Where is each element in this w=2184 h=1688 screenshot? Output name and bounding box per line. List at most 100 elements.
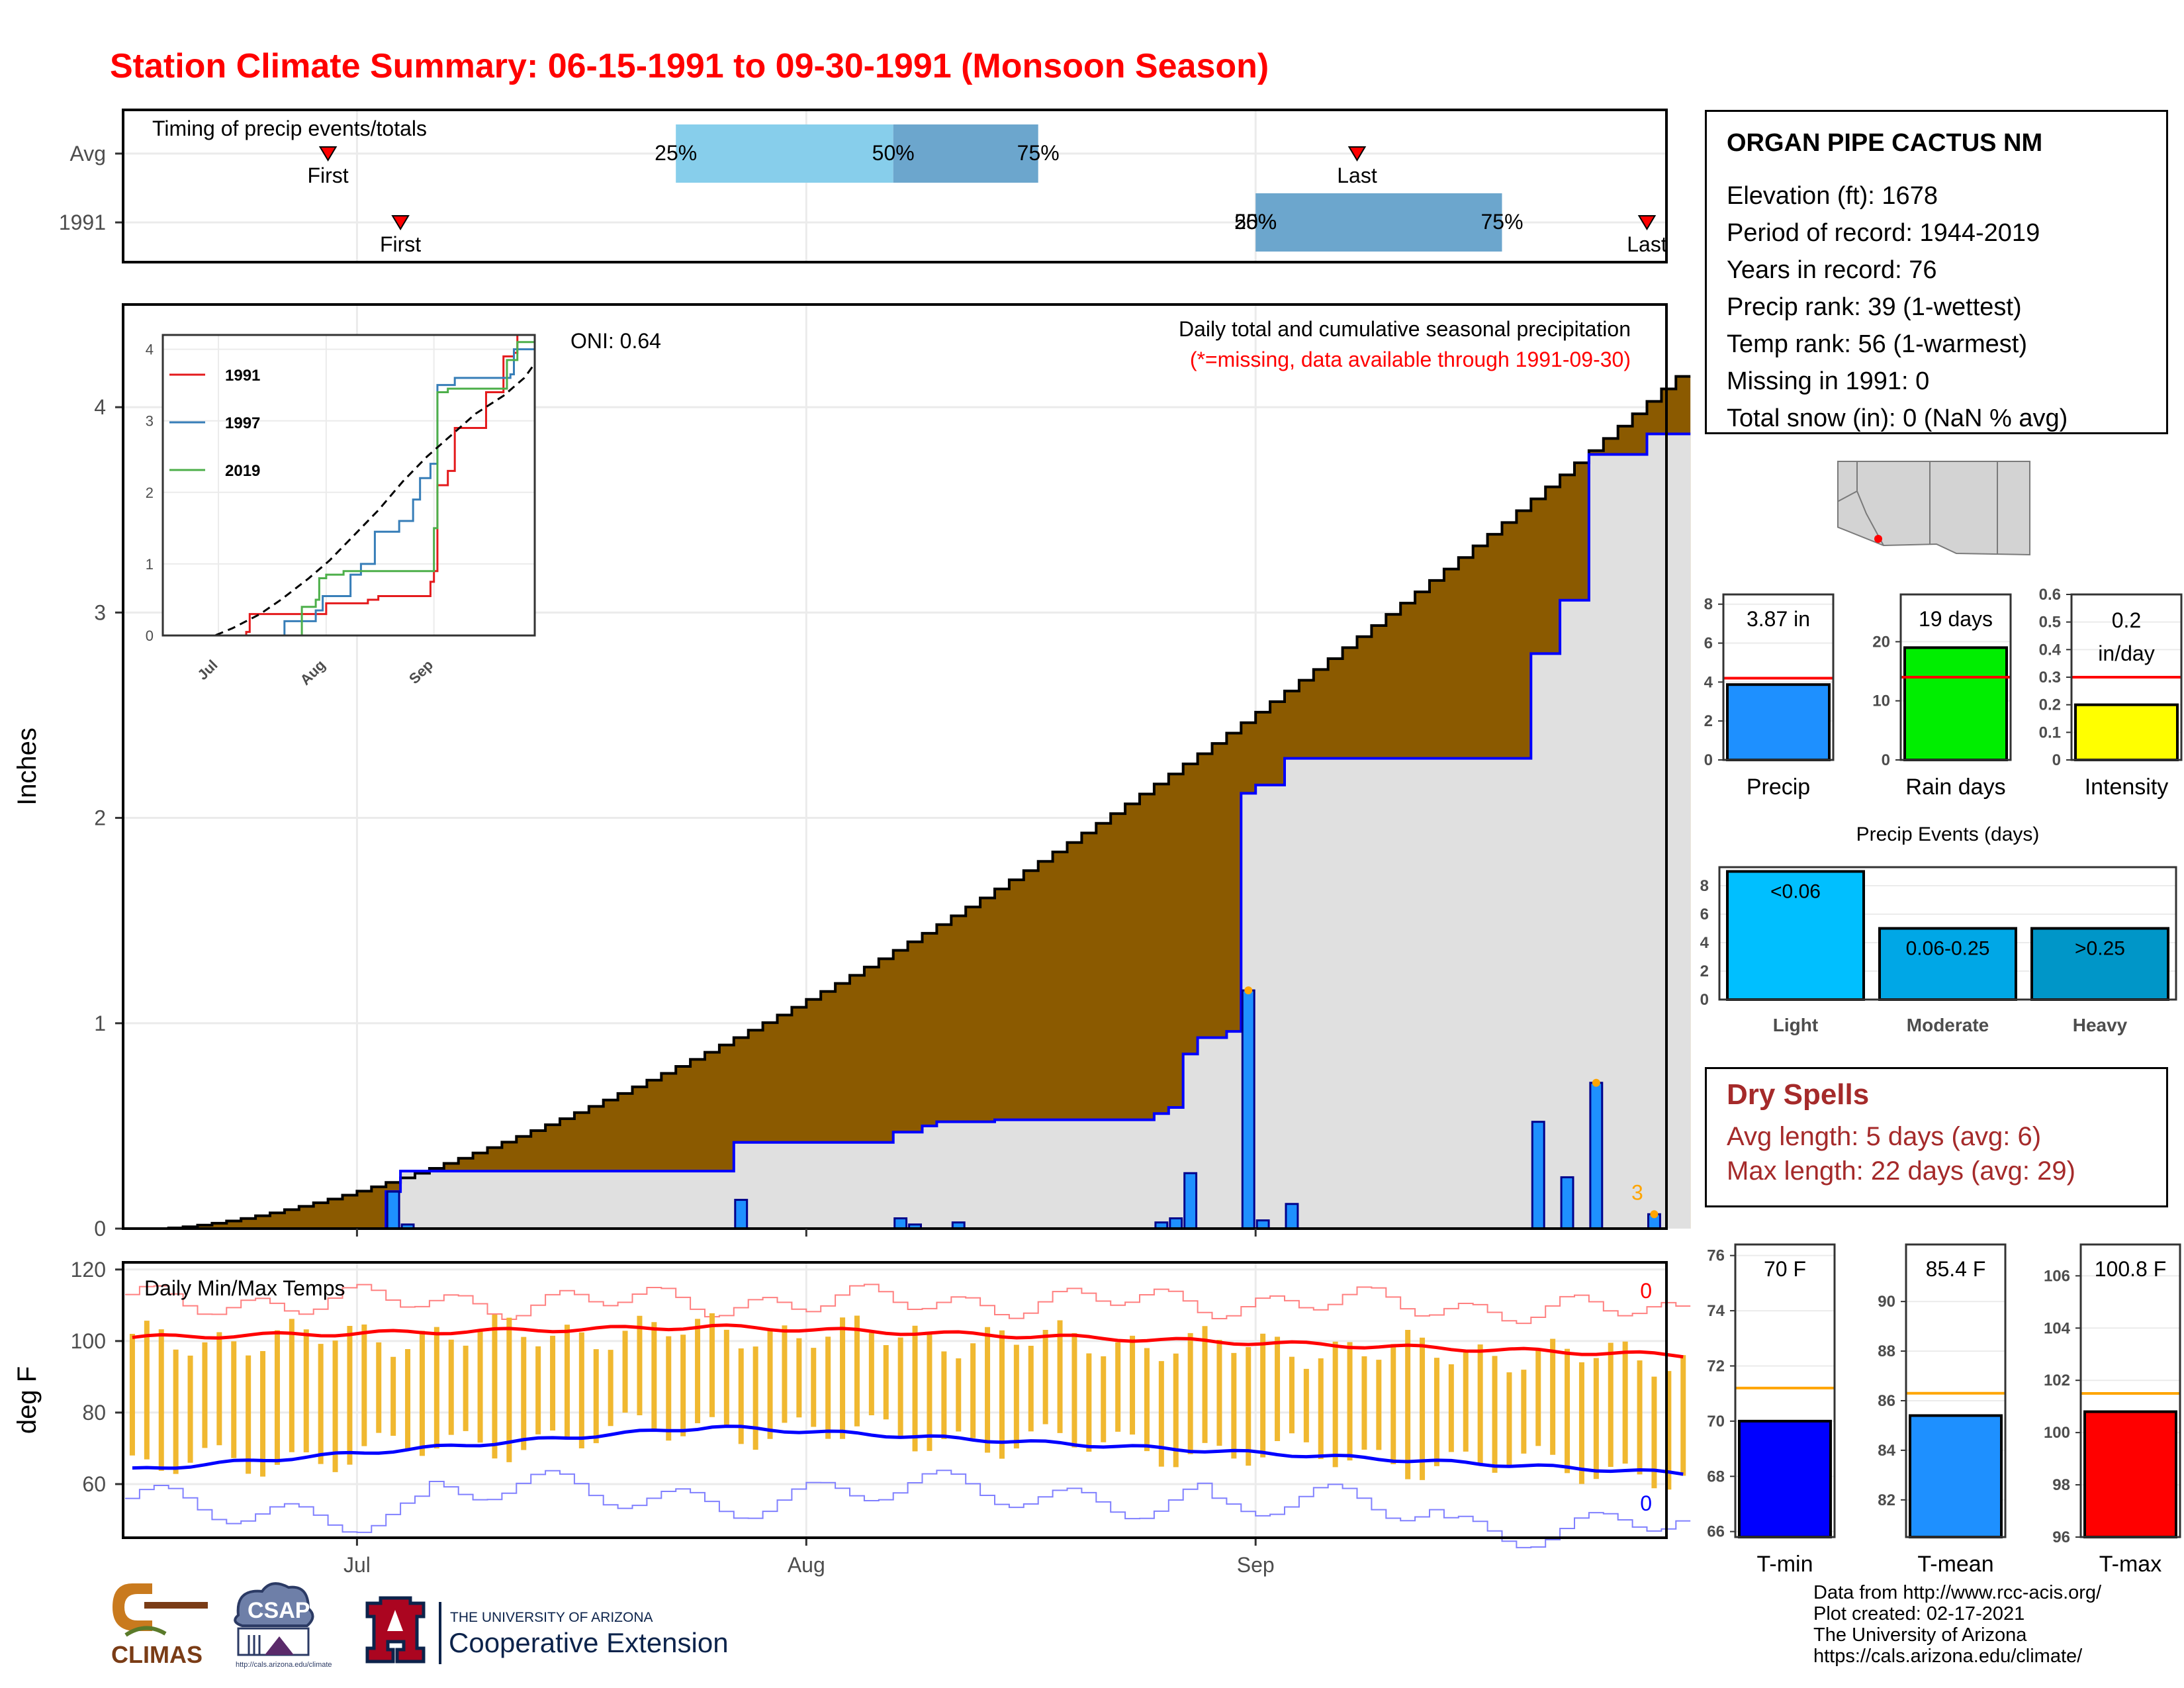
temp-summary-0-bar: [1738, 1419, 1832, 1538]
record-low-count: 0: [1640, 1491, 1652, 1515]
daily-precip-bar: [1531, 1121, 1545, 1230]
avg-min-temp-line: [132, 1425, 1684, 1476]
precip-summary-0-frame: [1722, 593, 1835, 761]
timing-label-q25: 25%: [655, 141, 697, 165]
temp-summary-2-value-label: 100.8 F: [2095, 1257, 2167, 1281]
events-ytick-label: 4: [1700, 934, 1709, 952]
precip-ylabel: Inches: [13, 727, 42, 806]
daily-precip-bar: [1560, 1176, 1574, 1230]
record-high-count: 0: [1640, 1279, 1652, 1303]
temps-ylabel: deg F: [13, 1366, 42, 1434]
locator-map: [1837, 461, 2030, 564]
temperature-chart: 60 80 100 120 Jul Aug Sep Daily Min/Max Temps 0 0…: [13, 1258, 1691, 1577]
timing-bar-q25-q50: [676, 124, 893, 183]
timing-label-q75: 75%: [1017, 141, 1060, 165]
precip-summary-2-ytick-label: 0.5: [2039, 614, 2061, 632]
station-snow: Total snow (in): 0 (NaN % avg): [1727, 404, 2068, 432]
temp-summary-0-ytick-label: 72: [1707, 1357, 1725, 1375]
station-missing: Missing in 1991: 0: [1727, 367, 1930, 395]
timing-row-label: 1991: [59, 211, 106, 234]
events-chart-title: Precip Events (days): [1856, 823, 2040, 845]
precip-summary-0-bar: [1726, 683, 1831, 761]
temps-xtick-label: Aug: [788, 1553, 825, 1577]
station-location-marker: [1874, 535, 1882, 543]
timing-title: Timing of precip events/totals: [152, 117, 427, 140]
temp-summary-1-ytick-label: 84: [1878, 1442, 1895, 1460]
temp-summary-1-bar: [1909, 1414, 2003, 1539]
temp-summary-1-ytick-label: 86: [1878, 1392, 1895, 1410]
precip-summary-0-ytick-label: 2: [1704, 712, 1713, 730]
record-low-line: [125, 1470, 1691, 1548]
credits: Data from http://www.rcc-acis.org/ Plot …: [1813, 1582, 2101, 1667]
precip-summary-0-ytick-label: 0: [1704, 751, 1713, 769]
ua-logo: THE UNIVERSITY OF ARIZONA Cooperative Ex…: [365, 1596, 729, 1664]
precip-summary-1-value-label: 19 days: [1919, 607, 1993, 631]
station-elevation: Elevation (ft): 1678: [1727, 182, 1938, 210]
logo-strip: CLIMAS CSAP http://cals.arizona.edu/clim…: [111, 1582, 729, 1669]
precip-summary-2-value-unit: in/day: [2098, 641, 2154, 665]
csap-logo-text: CSAP: [248, 1598, 310, 1623]
precip-summary-1-category-label: Rain days: [1905, 774, 2005, 800]
timing-marker-last: [1347, 146, 1367, 162]
temp-summary-2-ytick-label: 106: [2044, 1267, 2070, 1285]
temps-ytick-label: 80: [82, 1401, 106, 1425]
precipitation-chart: 0 1 2 3 4 3 Daily total and cumulative seasona…: [13, 303, 1691, 1238]
precip-summary-2-value-label: 0.2: [2112, 608, 2141, 632]
precip-summary-1-bar: [1903, 646, 2008, 761]
temp-summary-0-ytick-label: 68: [1707, 1468, 1725, 1485]
credit-url: https://cals.arizona.edu/climate/: [1813, 1646, 2083, 1667]
inset-series-line: [163, 341, 535, 637]
precip-summary-2-ytick-label: 0.4: [2039, 641, 2062, 659]
climas-logo: CLIMAS: [111, 1583, 208, 1668]
timing-marker-last: [1637, 215, 1657, 230]
precip-summary-1-ytick-label: 0: [1882, 751, 1890, 769]
timing-marker-first: [391, 215, 410, 230]
timing-label-first: First: [380, 232, 421, 256]
temp-summary-0-ytick-label: 76: [1707, 1247, 1725, 1265]
temp-summary-0-frame: [1734, 1243, 1836, 1538]
station-precip-rank: Precip rank: 39 (1-wettest): [1727, 293, 2022, 321]
timing-label-first: First: [307, 164, 348, 187]
inset-ytick-label: 0: [146, 628, 154, 644]
daily-max-marker: [1244, 986, 1253, 995]
events-ytick-label: 8: [1700, 877, 1709, 895]
precip-annotation: 3: [1631, 1181, 1643, 1205]
precip-summary-2-frame: [2070, 593, 2183, 761]
temp-summary-2-ytick-label: 100: [2044, 1424, 2070, 1442]
daily-precip-bar: [386, 1190, 400, 1230]
timing-marker-first: [318, 146, 338, 162]
timing-row-label: Avg: [69, 142, 106, 165]
daily-precip-bar: [734, 1199, 749, 1230]
events-ytick-label: 2: [1700, 962, 1709, 980]
temps-xtick-label: Sep: [1237, 1553, 1275, 1577]
precip-summary-1-ytick-label: 10: [1872, 692, 1890, 710]
timing-chart: Timing of precip events/totals Avg 25% 50% 7…: [59, 109, 1668, 263]
precip-summary-0-category-label: Precip: [1747, 774, 1810, 800]
station-temp-rank: Temp rank: 56 (1-warmest): [1727, 330, 2028, 358]
precip-ytick-label: 0: [94, 1217, 106, 1238]
inset-ytick-label: 3: [146, 413, 154, 430]
daily-precip-bar: [1285, 1203, 1299, 1230]
timing-bar-q50-q75: [1255, 193, 1502, 252]
station-name: ORGAN PIPE CACTUS NM: [1727, 129, 2043, 157]
dry-spells-max: Max length: 22 days (avg: 29): [1727, 1156, 2075, 1186]
events-ytick-label: 0: [1700, 991, 1709, 1009]
events-frame: [1718, 866, 2177, 1001]
temp-summary-0-ytick-label: 74: [1707, 1302, 1725, 1320]
precip-chart-subtitle: (*=missing, data available through 1991-…: [1190, 348, 1631, 371]
precip-summary-0-ytick-label: 8: [1704, 596, 1713, 614]
precip-summary-2-category-label: Intensity: [2085, 774, 2169, 800]
events-bar-label: <0.06: [1770, 880, 1821, 902]
dry-spells-avg: Avg length: 5 days (avg: 6): [1727, 1122, 2042, 1151]
temps-chart-title: Daily Min/Max Temps: [144, 1276, 345, 1300]
timing-label-q75: 75%: [1480, 210, 1523, 234]
credit-plot-created: Plot created: 02-17-2021: [1813, 1603, 2025, 1624]
daily-precip-bar: [1169, 1217, 1183, 1230]
timing-label-q25: 25%: [1234, 210, 1277, 234]
oni-label: ONI: 0.64: [570, 329, 661, 353]
events-category-label: Heavy: [2073, 1015, 2128, 1035]
timing-label-q50: 50%: [872, 141, 915, 165]
temp-summary-2-ytick-label: 96: [2052, 1528, 2070, 1546]
temp-summary-2-category-label: T-max: [2099, 1552, 2161, 1575]
cumulative-1991-area: [125, 434, 1691, 1229]
